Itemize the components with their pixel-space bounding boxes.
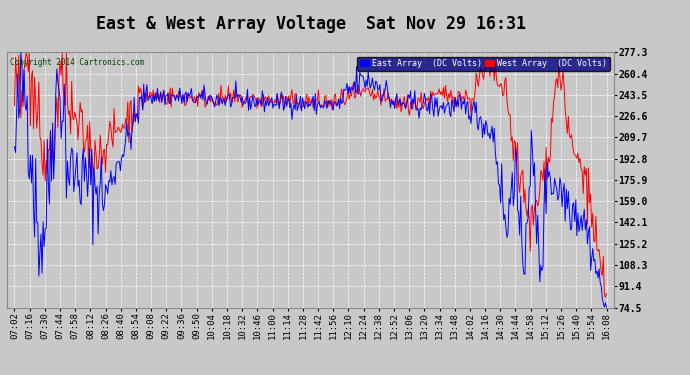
Legend: East Array  (DC Volts), West Array  (DC Volts): East Array (DC Volts), West Array (DC Vo… xyxy=(357,57,610,70)
Text: East & West Array Voltage  Sat Nov 29 16:31: East & West Array Voltage Sat Nov 29 16:… xyxy=(95,15,526,33)
Text: Copyright 2014 Cartronics.com: Copyright 2014 Cartronics.com xyxy=(10,58,144,67)
